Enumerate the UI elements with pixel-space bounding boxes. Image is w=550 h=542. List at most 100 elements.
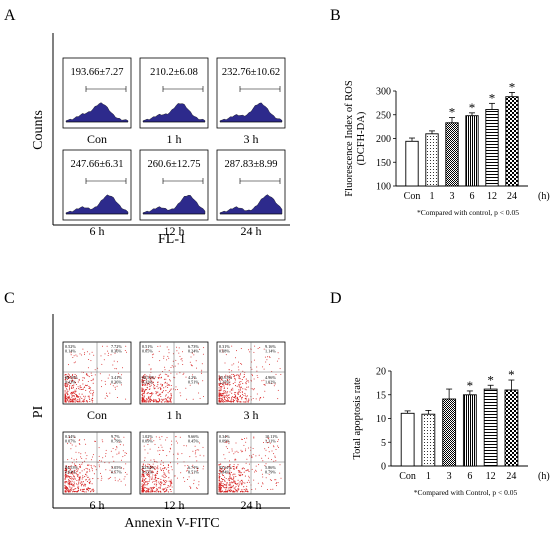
event-dot <box>167 397 169 399</box>
event-dot <box>71 444 73 446</box>
event-dot <box>143 384 145 386</box>
event-dot <box>158 436 160 438</box>
event-dot <box>143 475 145 477</box>
event-dot <box>83 399 85 401</box>
event-dot <box>162 468 164 470</box>
event-dot <box>163 357 165 359</box>
event-dot <box>175 386 177 388</box>
event-dot <box>157 450 159 452</box>
event-dot <box>69 480 72 482</box>
event-dot <box>234 391 236 394</box>
event-dot <box>251 368 253 370</box>
quadrant-ur-label: 9.66% 0.45% <box>188 434 199 444</box>
event-dot <box>261 473 263 475</box>
bar-group-3: *3 <box>445 105 459 202</box>
event-dot <box>125 463 127 465</box>
event-dot <box>93 473 95 475</box>
event-dot <box>78 439 80 441</box>
event-dot <box>67 390 69 392</box>
event-dot <box>87 381 89 382</box>
event-dot <box>155 391 157 393</box>
event-dot <box>241 438 243 440</box>
event-dot <box>82 383 84 385</box>
event-dot <box>111 466 113 468</box>
event-dot <box>244 482 246 484</box>
event-dot <box>66 400 68 402</box>
event-dot <box>93 490 95 492</box>
event-dot <box>161 384 163 386</box>
event-dot <box>71 378 73 380</box>
event-dot <box>89 483 91 485</box>
panel-a-y-label: Counts <box>31 110 46 150</box>
event-dot <box>64 486 66 488</box>
event-dot <box>141 383 143 386</box>
histogram-value: 260.6±12.75 <box>147 159 200 170</box>
event-dot <box>105 455 106 457</box>
event-dot <box>221 485 224 487</box>
event-dot <box>243 376 245 378</box>
event-dot <box>148 475 150 477</box>
event-dot <box>78 481 80 483</box>
event-dot <box>75 483 78 485</box>
significance-marker: * <box>508 367 515 382</box>
event-dot <box>254 345 256 347</box>
event-dot <box>84 395 86 397</box>
event-dot <box>71 484 73 485</box>
event-dot <box>75 399 77 401</box>
event-dot <box>87 375 89 377</box>
event-dot <box>228 477 230 480</box>
event-dot <box>223 387 225 390</box>
event-dot <box>83 386 85 389</box>
event-dot <box>263 379 265 381</box>
event-dot <box>114 438 116 440</box>
event-dot <box>167 486 169 488</box>
event-dot <box>84 353 85 355</box>
event-dot <box>117 480 119 482</box>
event-dot <box>236 350 237 352</box>
event-dot <box>147 444 149 445</box>
event-dot <box>279 472 281 474</box>
event-dot <box>150 369 152 371</box>
event-dot <box>193 354 195 356</box>
event-dot <box>71 491 74 493</box>
event-dot <box>158 453 160 455</box>
event-dot <box>143 490 145 492</box>
event-dot <box>165 474 167 476</box>
event-dot <box>182 374 184 375</box>
event-dot <box>159 400 161 402</box>
event-dot <box>265 463 267 465</box>
event-dot <box>115 368 117 370</box>
event-dot <box>122 367 123 369</box>
event-dot <box>66 394 69 396</box>
event-dot <box>238 389 240 391</box>
event-dot <box>66 379 68 381</box>
event-dot <box>88 468 90 470</box>
event-dot <box>148 399 150 401</box>
event-dot <box>149 383 151 385</box>
event-dot <box>67 475 70 477</box>
histogram-value: 247.66±6.31 <box>70 159 123 170</box>
event-dot <box>222 466 225 468</box>
bar-group-12: *12 <box>483 372 498 482</box>
event-dot <box>172 366 174 368</box>
event-dot <box>163 488 165 490</box>
event-dot <box>144 388 146 391</box>
event-dot <box>189 361 191 363</box>
event-dot <box>199 397 201 399</box>
quadrant-ll-label: 88.35% 0.43% <box>65 375 78 385</box>
event-dot <box>114 386 116 388</box>
event-dot <box>86 351 88 353</box>
event-dot <box>151 487 153 489</box>
event-dot <box>230 489 232 491</box>
event-dot <box>223 384 225 386</box>
event-dot <box>222 470 224 472</box>
event-dot <box>264 384 266 386</box>
bar <box>442 398 457 467</box>
event-dot <box>164 373 166 375</box>
event-dot <box>70 354 72 356</box>
event-dot <box>176 373 178 375</box>
event-dot <box>197 383 199 385</box>
event-dot <box>155 436 157 438</box>
event-dot <box>165 480 167 482</box>
event-dot <box>79 465 82 467</box>
